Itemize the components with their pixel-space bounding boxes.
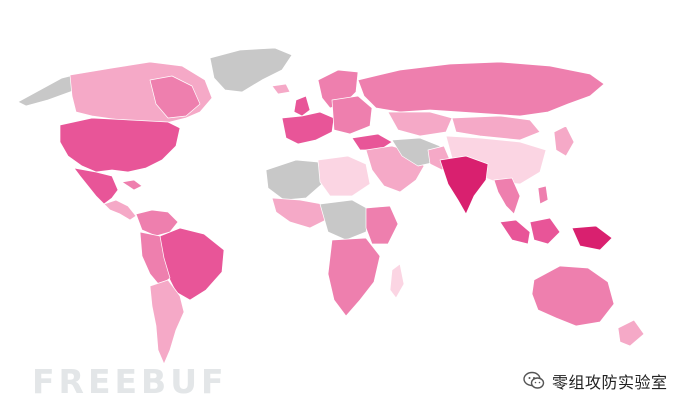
channel-badge: 零组攻防实验室 [522,368,668,394]
region-mongolia-china-north [451,115,541,141]
watermark-brand-text: FREEBUF [32,362,228,401]
region-australia [531,265,615,327]
region-kazakhstan [387,111,453,137]
region-west-africa [271,197,327,229]
channel-name: 零组攻防实验室 [552,373,668,392]
region-madagascar [389,263,405,299]
region-iceland [271,83,291,95]
region-southern-africa [327,237,381,317]
region-mainland-sea [493,177,521,215]
region-usa [59,117,181,173]
region-colombia-venezuela [135,209,179,237]
region-north-africa-east [317,155,371,197]
region-indonesia-west [499,219,531,245]
region-canada-east [149,75,201,119]
region-east-africa [365,205,399,245]
region-argentina-chile [149,279,185,365]
region-russia [357,61,605,117]
region-mexico [73,167,119,205]
region-indonesia-east [529,217,561,245]
region-greenland [209,47,293,93]
wechat-icon [523,371,545,389]
region-india [439,155,489,215]
region-north-africa-west [265,159,323,201]
region-central-america [103,199,137,221]
region-eastern-europe [331,95,373,135]
region-new-zealand [617,319,645,347]
region-uk-ireland [293,95,311,117]
region-new-guinea [571,225,613,251]
region-japan-korea [553,125,575,157]
region-central-africa [319,199,371,241]
region-western-europe [281,111,335,145]
region-caribbean [121,179,143,191]
region-philippines [537,185,549,205]
region-turkey [351,133,393,151]
